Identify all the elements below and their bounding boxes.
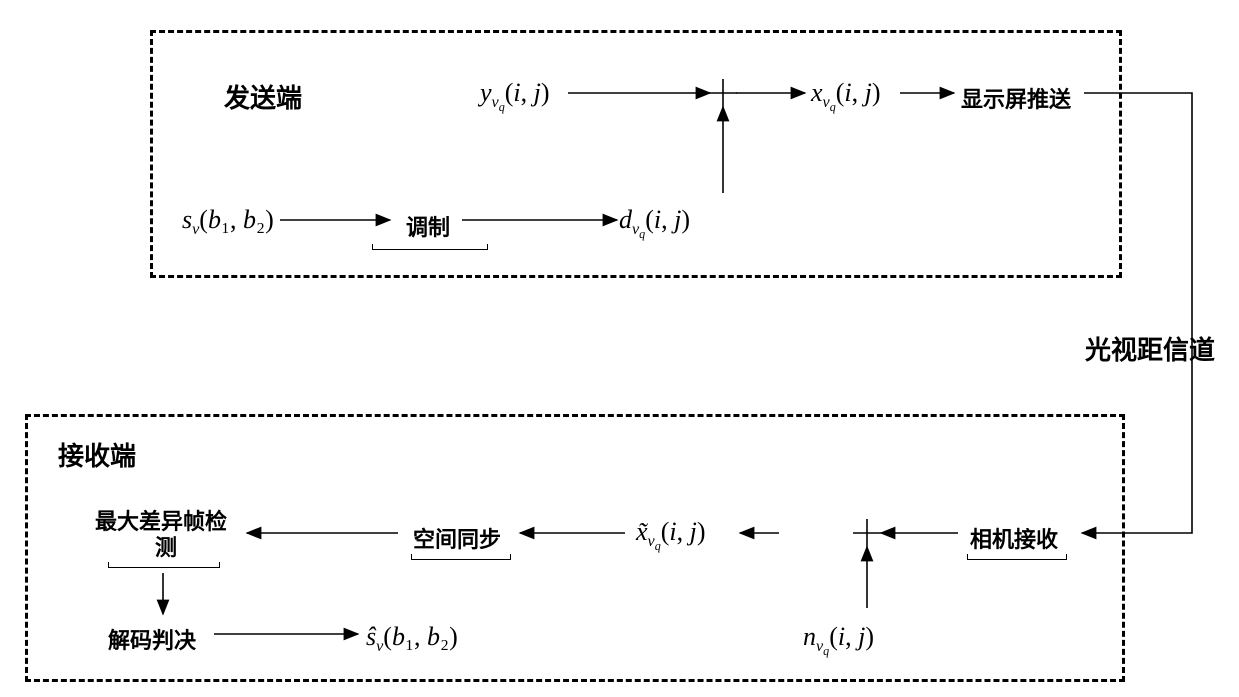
- sender-title: 发送端: [224, 78, 302, 115]
- camera-recv-label: 相机接收: [970, 522, 1058, 554]
- display-push-label: 显示屏推送: [961, 82, 1071, 114]
- max-diff-line2: 测: [155, 530, 177, 562]
- modulation-underline: [372, 244, 488, 250]
- receiver-title: 接收端: [58, 436, 136, 473]
- s-hat-expr: ŝv(b₁, b₂): [366, 622, 458, 656]
- maxdiff-underline: [108, 562, 220, 568]
- s-v-expr: sv(b₁, b₂): [182, 205, 274, 239]
- spatial-sync-label: 空间同步: [413, 522, 501, 554]
- x-vq-expr: xvq(i, j): [811, 78, 881, 115]
- camera-underline: [967, 554, 1067, 560]
- modulation-label: 调制: [406, 210, 450, 242]
- n-vq-expr: nvq(i, j): [803, 622, 874, 659]
- channel-label: 光视距信道: [1085, 330, 1215, 367]
- d-vq-expr: dvq(i, j): [619, 205, 690, 242]
- x-tilde-expr: x̃vq(i, j): [636, 517, 706, 554]
- spatialsync-underline: [411, 554, 511, 560]
- y-vq-expr: yvq(i, j): [480, 78, 550, 115]
- decode-label: 解码判决: [108, 623, 196, 655]
